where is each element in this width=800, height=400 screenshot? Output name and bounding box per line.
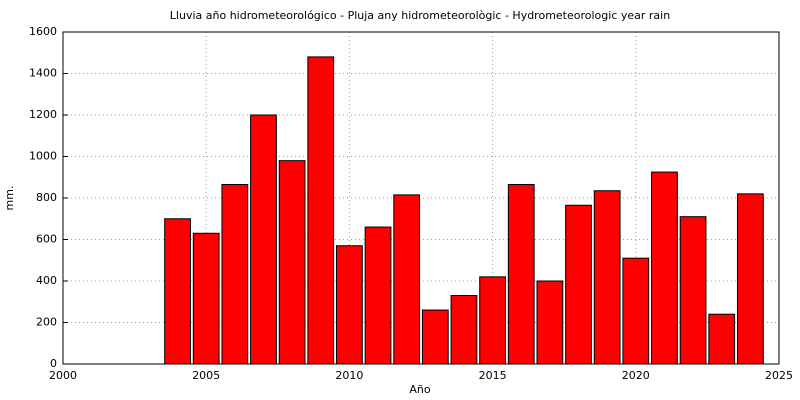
bar: [336, 245, 363, 365]
bar: [593, 190, 621, 365]
bar: [192, 232, 220, 365]
bar: [393, 194, 421, 365]
y-tick-label: 0: [50, 357, 57, 370]
x-tick-label: 2000: [49, 369, 77, 382]
x-axis-label: Año: [409, 383, 430, 396]
bar: [421, 309, 449, 365]
bar: [565, 204, 592, 365]
bar: [536, 280, 564, 365]
chart-title: Lluvia año hidrometeorológico - Pluja an…: [170, 9, 670, 22]
y-tick-label: 1200: [29, 108, 57, 121]
bar: [278, 160, 306, 365]
bar: [622, 257, 650, 365]
x-tick-label: 2015: [479, 369, 507, 382]
y-tick-label: 600: [36, 233, 57, 246]
y-tick-label: 400: [36, 274, 57, 287]
plot-frame: [62, 31, 780, 365]
y-tick-label: 1000: [29, 150, 57, 163]
x-tick-label: 2005: [192, 369, 220, 382]
x-tick-label: 2025: [765, 369, 793, 382]
bar: [250, 114, 277, 365]
x-tick-label: 2020: [622, 369, 650, 382]
bar: [507, 184, 535, 365]
bar: [651, 171, 678, 365]
bar: [164, 218, 191, 365]
y-tick-label: 1400: [29, 67, 57, 80]
bar: [708, 313, 736, 365]
y-axis-label: mm.: [3, 186, 16, 211]
bar: [307, 56, 335, 365]
bar: [679, 216, 707, 365]
bar: [364, 226, 392, 365]
bar: [479, 276, 506, 365]
bar: [450, 295, 478, 365]
bar: [221, 184, 249, 365]
y-tick-label: 800: [36, 191, 57, 204]
x-tick-label: 2010: [335, 369, 363, 382]
bar: [736, 193, 764, 365]
y-tick-label: 200: [36, 316, 57, 329]
y-tick-label: 1600: [29, 25, 57, 38]
